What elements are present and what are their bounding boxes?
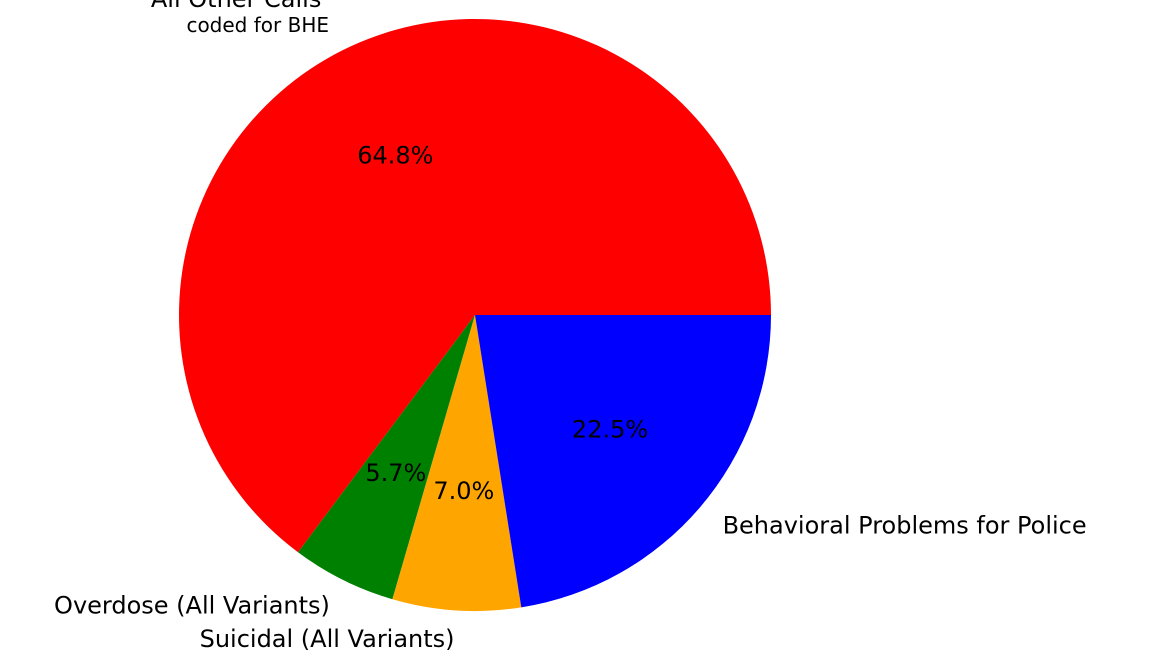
percent-label: 22.5% — [572, 415, 648, 443]
slice-label: All Other Calls coded for BHE — [151, 0, 329, 36]
percent-label: 5.7% — [365, 459, 426, 487]
slice-label: Overdose (All Variants) — [54, 591, 330, 619]
slice-label: Suicidal (All Variants) — [200, 625, 455, 653]
pie-slice — [392, 315, 522, 612]
percent-label: 7.0% — [433, 477, 494, 505]
pie-slice — [475, 315, 771, 608]
slice-label: Behavioral Problems for Police — [723, 511, 1087, 539]
pie-slice — [179, 19, 771, 553]
pie-slice — [298, 315, 475, 600]
percent-label: 64.8% — [357, 141, 433, 169]
